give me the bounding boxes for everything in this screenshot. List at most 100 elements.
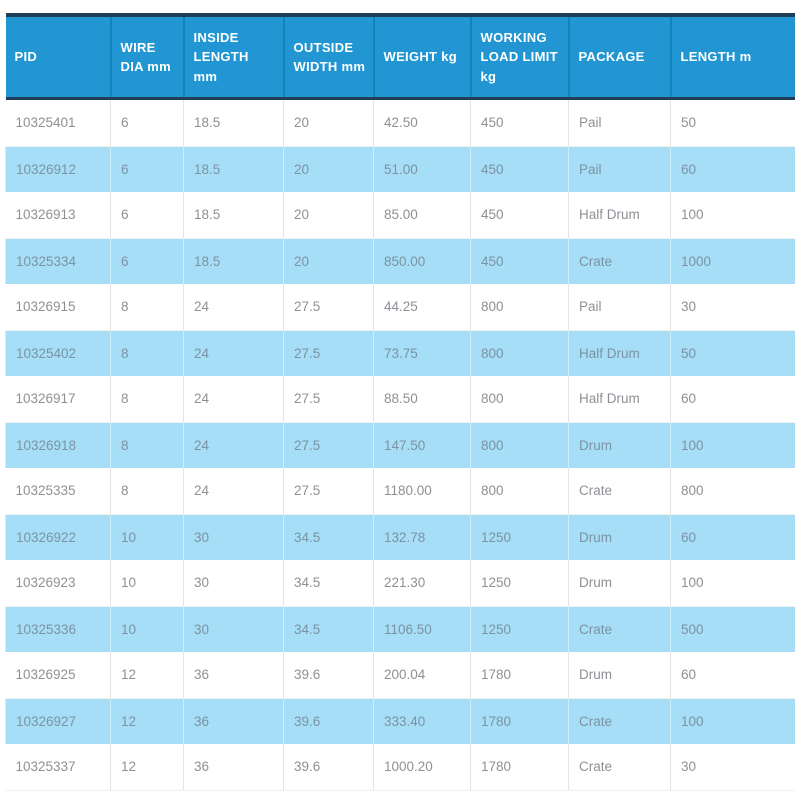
table-cell-inside_length: 18.5 [183,98,284,147]
table-cell-inside_length: 36 [183,744,284,791]
table-cell-length: 100 [670,698,795,744]
table-row: 10325336 10 30 34.5 1106.50 1250 Crate 500 [5,606,795,652]
table-cell-outside_width: 27.5 [283,376,374,423]
table-cell-package: Half Drum [568,192,671,239]
table-cell-weight: 221.30 [373,560,471,607]
table-cell-outside_width: 39.6 [283,652,374,699]
table-cell-length: 60 [670,652,795,699]
table-cell-pid: 10326918 [5,422,111,468]
table-cell-wire_dia: 6 [110,98,184,147]
table-row: 10326915 8 24 27.5 44.25 800 Pail 30 [5,284,795,331]
column-header-wire_dia: WIRE DIA mm [109,15,184,100]
table-cell-outside_width: 27.5 [283,330,374,376]
table-cell-inside_length: 36 [183,698,284,744]
table-cell-inside_length: 30 [183,514,284,560]
table-cell-inside_length: 24 [183,376,284,423]
table-cell-weight: 1180.00 [373,468,471,515]
table-cell-working_load: 1780 [470,698,569,744]
table-cell-pid: 10325336 [5,606,111,652]
table-cell-inside_length: 30 [183,560,284,607]
table-cell-package: Half Drum [568,330,671,376]
table-cell-outside_width: 27.5 [283,422,374,468]
table-cell-inside_length: 30 [183,606,284,652]
table-row: 10326923 10 30 34.5 221.30 1250 Drum 100 [5,560,795,607]
table-cell-length: 100 [670,560,795,607]
table-cell-outside_width: 20 [283,146,374,192]
table-cell-empty [183,790,284,791]
table-cell-outside_width: 34.5 [283,514,374,560]
table-cell-inside_length: 18.5 [183,146,284,192]
table-cell-length: 500 [670,606,795,652]
table-cell-package: Crate [568,744,671,791]
table-cell-working_load: 450 [470,146,569,192]
table-cell-length: 100 [670,192,795,239]
column-header-package: PACKAGE [567,15,671,100]
table-row: 10325401 6 18.5 20 42.50 450 Pail 50 [5,98,795,147]
table-cell-working_load: 1250 [470,606,569,652]
table-cell-length: 50 [670,330,795,376]
table-cell-working_load: 450 [470,98,569,147]
table-cell-wire_dia: 8 [110,468,184,515]
table-cell-empty [568,790,671,791]
table-header: PID WIRE DIA mm INSIDE LENGTH mm OUTSIDE WI… [5,15,795,100]
table-cell-pid: 10325402 [5,330,111,376]
table-cell-outside_width: 20 [283,192,374,239]
table-cell-working_load: 800 [470,330,569,376]
table-cell-weight: 1000.20 [373,744,471,791]
table-cell-package: Drum [568,652,671,699]
table-cell-wire_dia: 8 [110,284,184,331]
table-cell-working_load: 800 [470,422,569,468]
table-cell-wire_dia: 12 [110,698,184,744]
table-cell-working_load: 450 [470,192,569,239]
column-header-length: LENGTH m [669,15,795,100]
table-cell-empty [110,790,184,791]
table-cell-package: Pail [568,284,671,331]
table-cell-inside_length: 18.5 [183,192,284,239]
table-cell-length: 60 [670,514,795,560]
table-cell-package: Drum [568,560,671,607]
table-row-partial [5,790,795,791]
column-header-weight: WEIGHT kg [372,15,471,100]
table-cell-inside_length: 24 [183,422,284,468]
table-cell-pid: 10326925 [5,652,111,699]
table-row: 10326927 12 36 39.6 333.40 1780 Crate 100 [5,698,795,744]
table-cell-wire_dia: 10 [110,514,184,560]
table-row: 10326917 8 24 27.5 88.50 800 Half Drum 60 [5,376,795,423]
table-cell-pid: 10326917 [5,376,111,423]
table-cell-wire_dia: 10 [110,606,184,652]
table-cell-wire_dia: 6 [110,146,184,192]
table-cell-weight: 73.75 [373,330,471,376]
table-row: 10326922 10 30 34.5 132.78 1250 Drum 60 [5,514,795,560]
table-cell-package: Half Drum [568,376,671,423]
table-cell-outside_width: 20 [283,98,374,147]
table-cell-length: 60 [670,146,795,192]
product-table-container: PID WIRE DIA mm INSIDE LENGTH mm OUTSIDE WI… [5,13,795,791]
table-cell-package: Pail [568,146,671,192]
table-cell-working_load: 800 [470,284,569,331]
table-cell-pid: 10325337 [5,744,111,791]
product-spec-table: PID WIRE DIA mm INSIDE LENGTH mm OUTSIDE WI… [5,13,795,791]
table-cell-wire_dia: 12 [110,744,184,791]
table-cell-package: Crate [568,238,671,284]
table-cell-outside_width: 34.5 [283,560,374,607]
table-cell-empty [373,790,471,791]
table-cell-weight: 132.78 [373,514,471,560]
table-cell-package: Drum [568,422,671,468]
table-cell-inside_length: 18.5 [183,238,284,284]
table-cell-outside_width: 34.5 [283,606,374,652]
table-cell-pid: 10325401 [5,98,111,147]
column-header-working_load: WORKING LOAD LIMIT kg [469,15,569,100]
table-cell-empty [5,790,111,791]
table-cell-working_load: 800 [470,468,569,515]
table-cell-empty [283,790,374,791]
table-cell-weight: 42.50 [373,98,471,147]
table-cell-wire_dia: 8 [110,376,184,423]
column-header-pid: PID [5,15,111,100]
table-row: 10325334 6 18.5 20 850.00 450 Crate 1000 [5,238,795,284]
column-header-outside_width: OUTSIDE WIDTH mm [282,15,374,100]
table-cell-inside_length: 24 [183,468,284,515]
table-cell-package: Crate [568,468,671,515]
table-header-row: PID WIRE DIA mm INSIDE LENGTH mm OUTSIDE WI… [5,15,795,100]
table-cell-weight: 51.00 [373,146,471,192]
table-cell-package: Pail [568,98,671,147]
